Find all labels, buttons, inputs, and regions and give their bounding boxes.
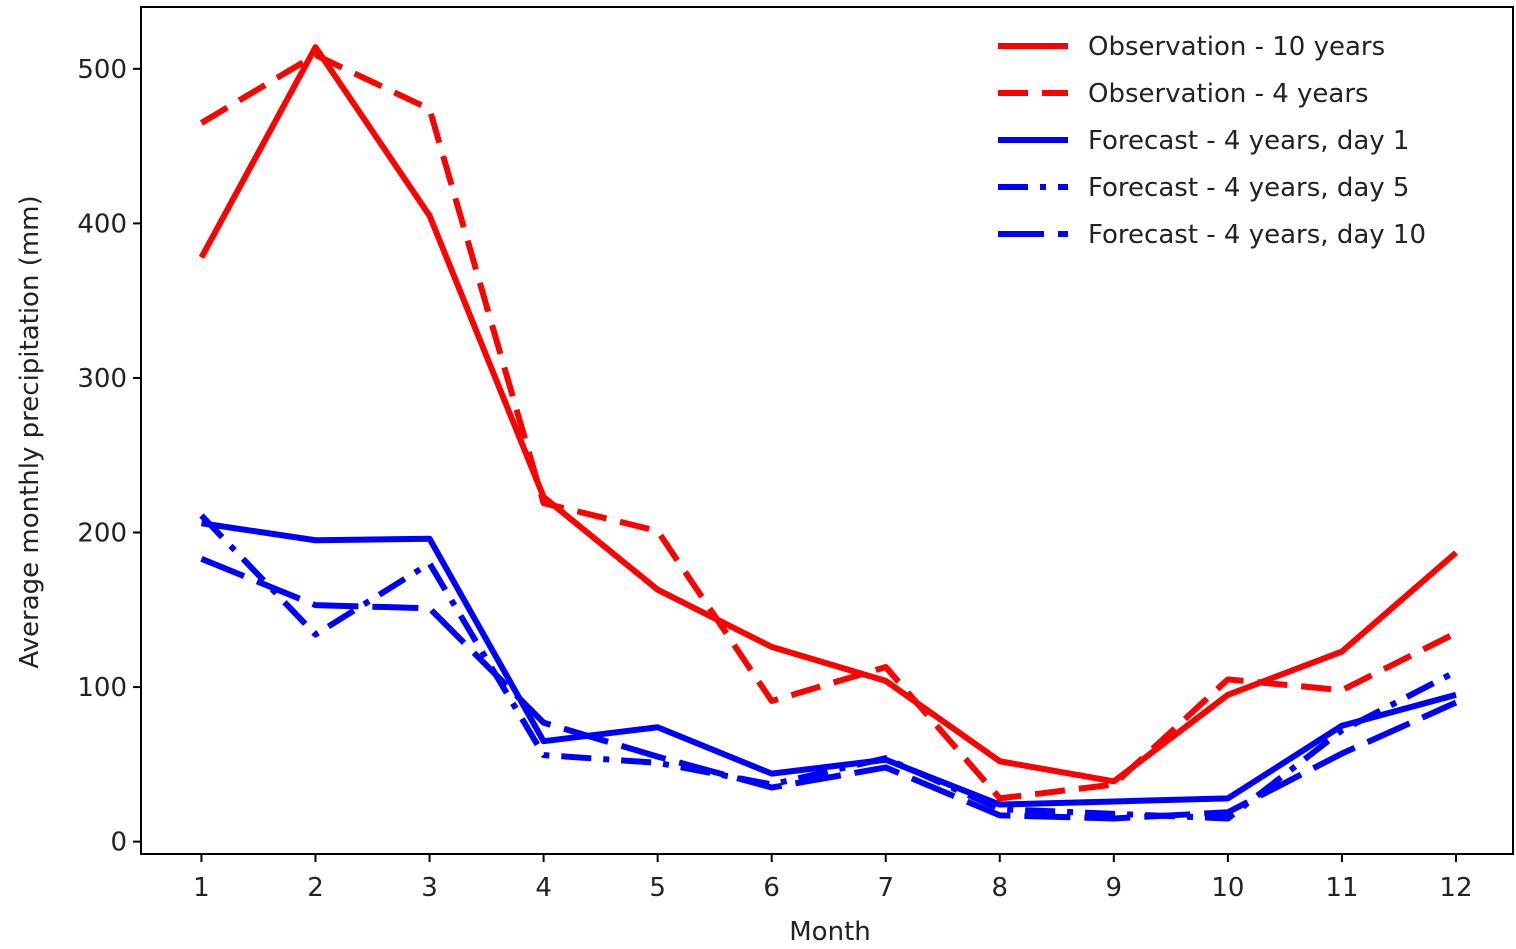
x-tick-label: 4 — [535, 873, 552, 903]
legend: Observation - 10 years Observation - 4 ye… — [998, 32, 1426, 250]
series-line-2 — [199, 51, 1458, 802]
series-line-5 — [200, 556, 1458, 822]
series-line-3 — [201, 520, 1457, 808]
y-tick-label: 100 — [77, 673, 127, 703]
x-tick-label: 9 — [1106, 873, 1123, 903]
x-tick-label: 5 — [649, 873, 666, 903]
legend-label: Observation - 10 years — [1088, 32, 1385, 62]
x-tick-label: 12 — [1439, 873, 1472, 903]
legend-label: Forecast - 4 years, day 10 — [1088, 220, 1426, 250]
y-tick-label: 500 — [77, 55, 127, 85]
series-line-1 — [198, 44, 1458, 785]
x-tick-label: 3 — [421, 873, 438, 903]
y-tick-label: 200 — [77, 519, 127, 549]
series-layer — [198, 44, 1458, 822]
y-tick-label: 0 — [110, 828, 127, 858]
legend-label: Observation - 4 years — [1088, 79, 1369, 109]
x-tick-label: 1 — [193, 873, 210, 903]
x-tick-label: 10 — [1211, 873, 1244, 903]
plot-area — [140, 6, 1514, 855]
x-tick-label: 2 — [307, 873, 324, 903]
x-tick-label: 6 — [763, 873, 780, 903]
legend-label: Forecast - 4 years, day 1 — [1088, 126, 1409, 156]
legend-label: Forecast - 4 years, day 5 — [1088, 173, 1409, 203]
x-tick-label: 7 — [877, 873, 894, 903]
y-axis-label: Average monthly precipitation (mm) — [15, 195, 45, 668]
x-axis-label: Month — [789, 917, 871, 947]
y-tick-label: 300 — [77, 364, 127, 394]
x-tick-label: 11 — [1325, 873, 1358, 903]
y-tick-label: 400 — [77, 209, 127, 239]
x-tick-label: 8 — [992, 873, 1009, 903]
